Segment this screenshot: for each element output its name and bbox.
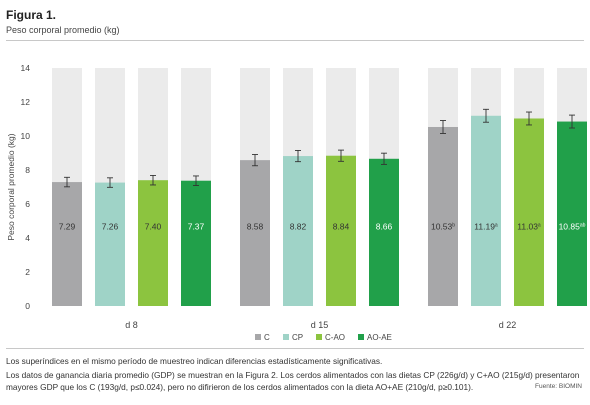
data-label: 8.66 (376, 222, 393, 232)
bar (557, 121, 587, 306)
legend-swatch (316, 334, 322, 340)
legend-swatch (283, 334, 289, 340)
data-label: 10.85ab (559, 222, 586, 232)
bar (369, 158, 399, 306)
bar (95, 182, 125, 306)
y-axis-title: Peso corporal promedio (kg) (6, 133, 16, 240)
bar (326, 155, 356, 306)
data-label: 8.82 (290, 222, 307, 232)
figure-title: Figura 1. (6, 8, 57, 22)
footnote-superscripts: Los superíndices en el mismo período de … (6, 356, 383, 366)
data-label: 7.29 (59, 222, 76, 232)
data-label: 10.53b (431, 222, 455, 232)
bar (181, 180, 211, 306)
y-tick-label: 2 (25, 267, 30, 277)
data-label: 11.19a (474, 222, 498, 232)
data-label: 7.40 (145, 222, 162, 232)
y-tick-label: 10 (21, 131, 31, 141)
data-label: 8.58 (247, 222, 264, 232)
data-label: 7.26 (102, 222, 119, 232)
bottom-divider (6, 348, 584, 349)
data-label: 11.03a (517, 222, 541, 232)
y-tick-label: 14 (21, 63, 31, 73)
bar (514, 118, 544, 307)
body-weight-bar-chart: Peso corporal promedio (kg) 0 2 4 6 8 10 12 14 7.… (6, 63, 587, 342)
legend-label: CP (292, 333, 303, 342)
legend-label: AO-AE (367, 333, 392, 342)
footnote-gdp-line-2: mayores GDP que los C (193g/d, p≤0.024),… (6, 382, 474, 392)
bar (428, 126, 458, 307)
bar (283, 156, 313, 306)
source-credit: Fuente: BIOMIN (535, 383, 582, 390)
legend-label: C-AO (325, 333, 345, 342)
x-group-label: d 8 (125, 320, 138, 330)
y-tick-label: 4 (25, 233, 30, 243)
bar (240, 160, 270, 306)
data-label: 8.84 (333, 222, 350, 232)
legend-swatch (358, 334, 364, 340)
data-label: 7.37 (188, 222, 205, 232)
x-group-label: d 22 (499, 320, 517, 330)
x-group-label: d 15 (311, 320, 329, 330)
legend-label: C (264, 333, 270, 342)
y-tick-label: 6 (25, 199, 30, 209)
y-tick-label: 12 (21, 97, 31, 107)
footnote-gdp-line-1: Los datos de ganancia diaria promedio (G… (6, 370, 580, 380)
bar (52, 182, 82, 306)
bar (471, 115, 501, 307)
y-tick-label: 8 (25, 165, 30, 175)
figure-subtitle: Peso corporal promedio (kg) (6, 25, 120, 35)
legend-swatch (255, 334, 261, 340)
top-divider (6, 40, 584, 41)
y-tick-label: 0 (25, 301, 30, 311)
bar (138, 180, 168, 306)
